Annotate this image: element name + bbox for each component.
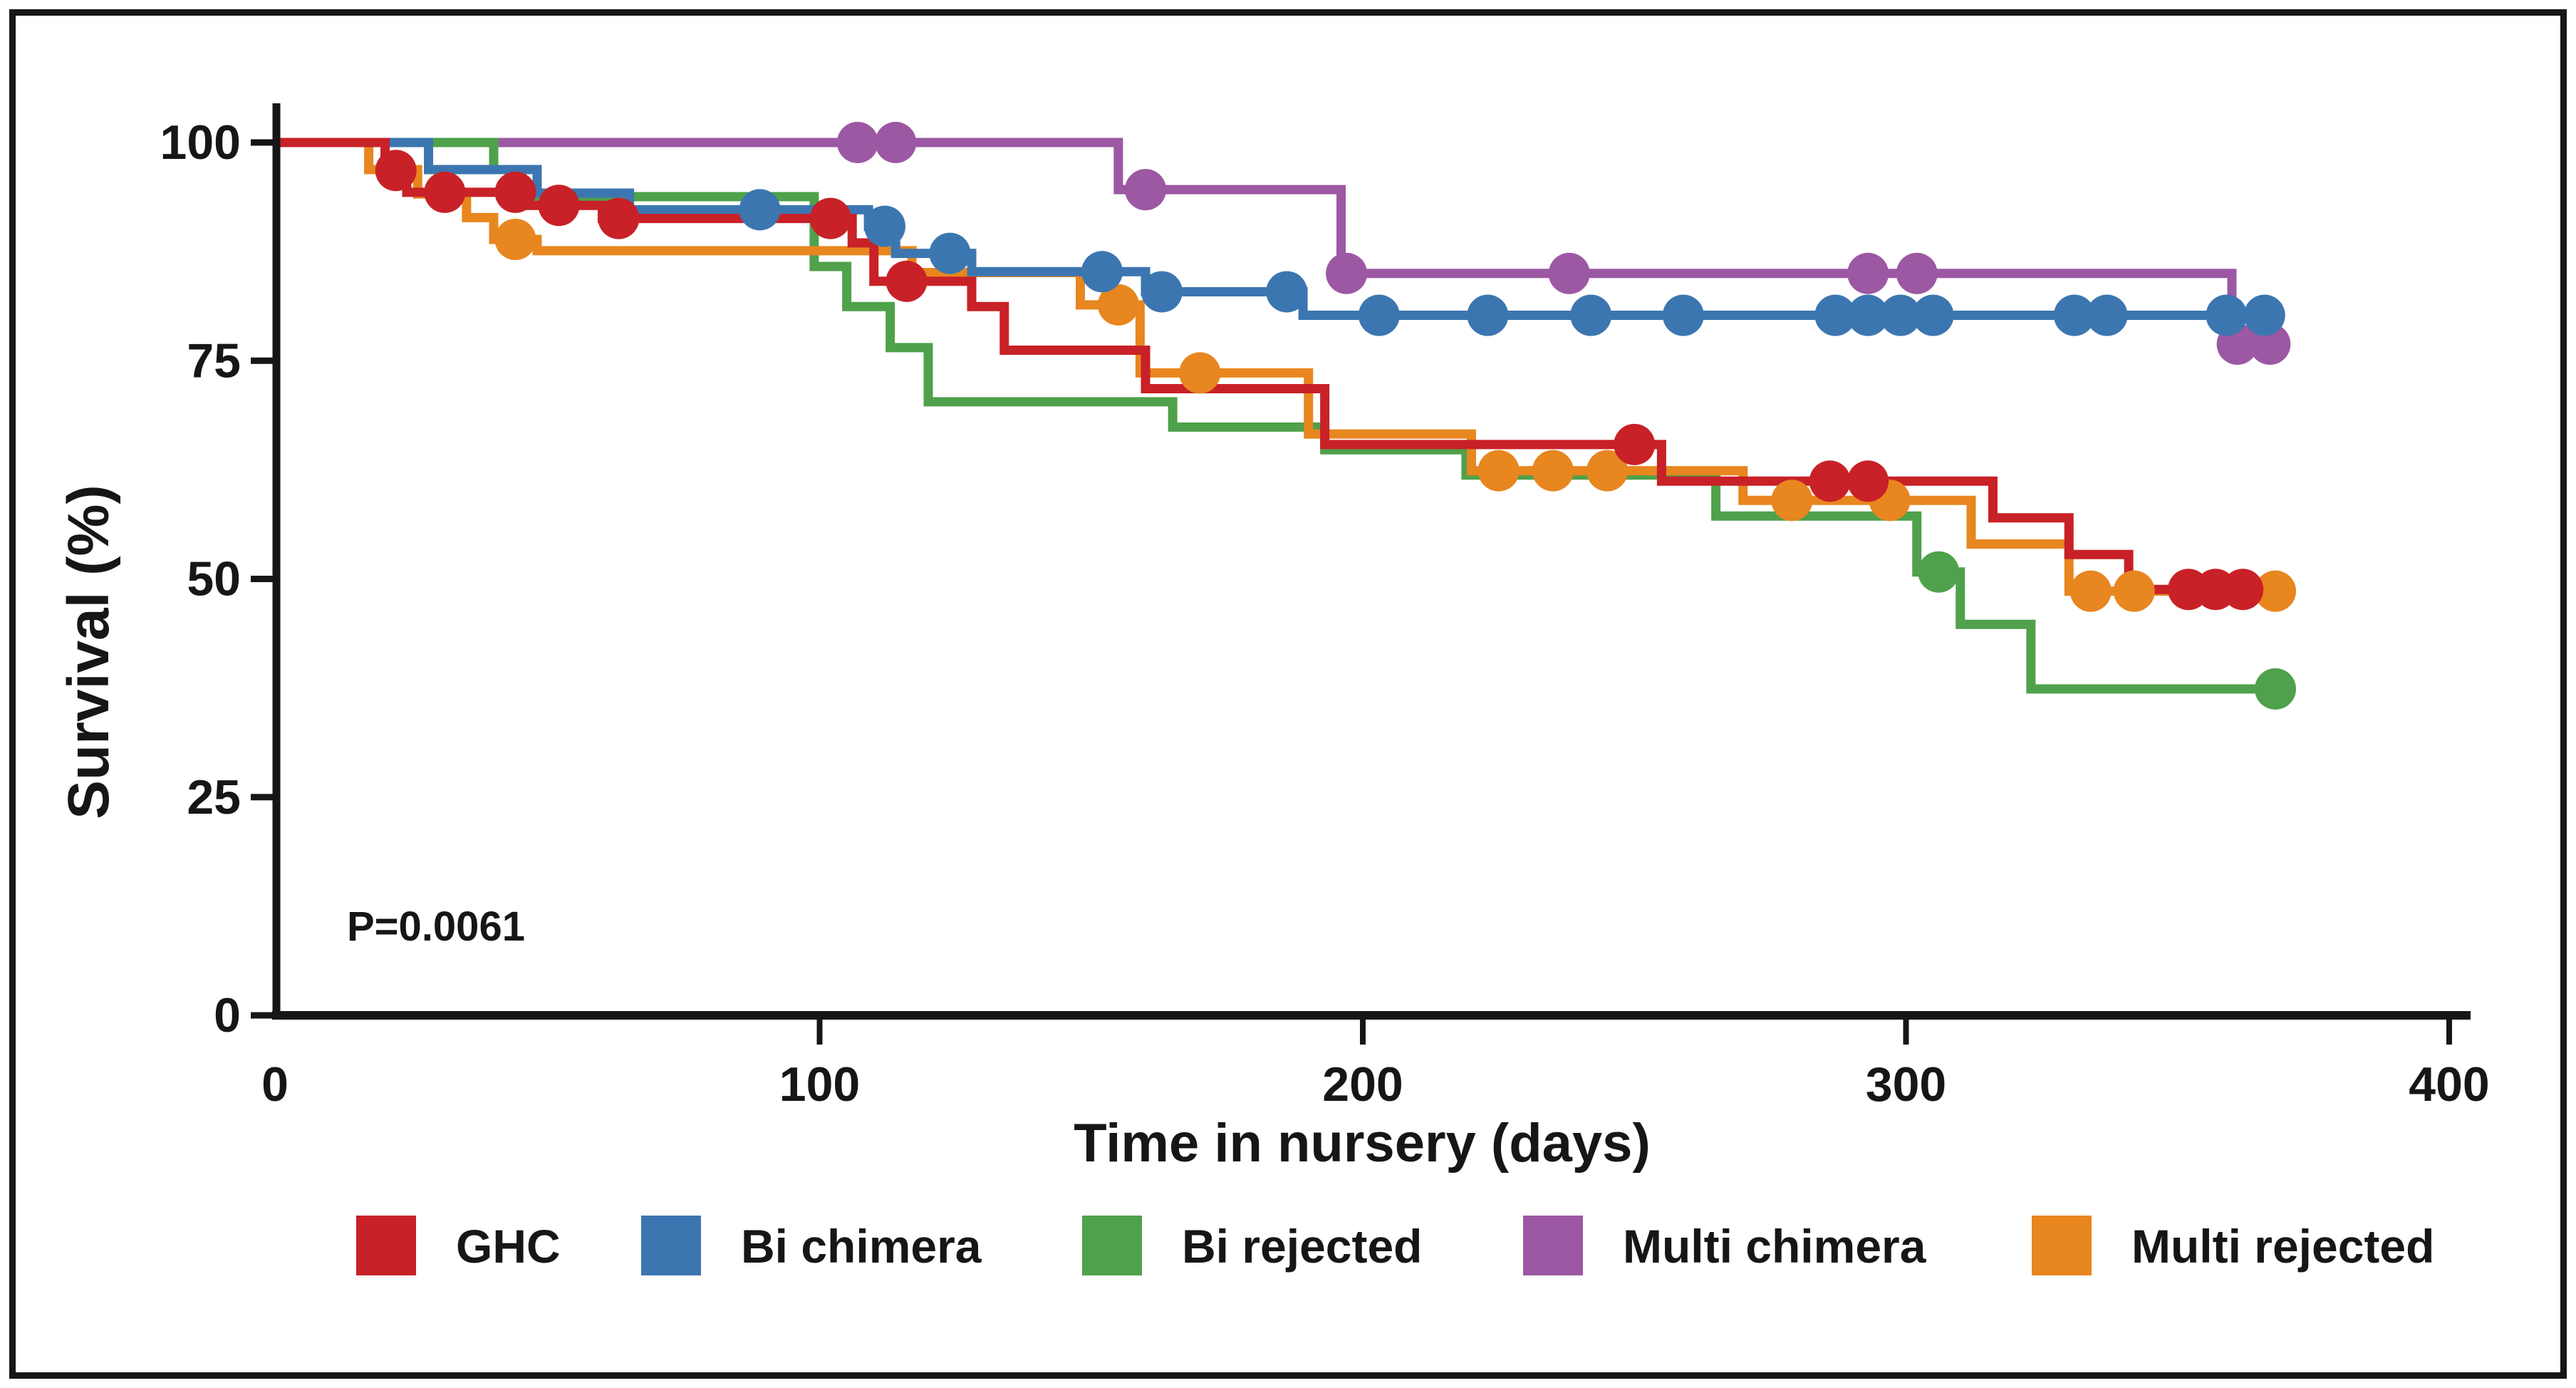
censor-mark-multi-chimera — [1847, 252, 1889, 294]
censor-mark-ghc — [494, 171, 536, 213]
censor-mark-bi-rejected — [2255, 668, 2296, 710]
censor-mark-ghc — [375, 150, 417, 192]
x-tick-label-100: 100 — [779, 1057, 860, 1112]
censor-mark-multi-chimera — [1548, 252, 1590, 294]
y-tick-label-0: 0 — [214, 988, 241, 1042]
x-tick-label-300: 300 — [1866, 1057, 1946, 1112]
x-axis-ticks: 0 100 200 300 400 — [261, 1017, 2490, 1112]
censor-mark-ghc — [1614, 423, 1656, 465]
censor-mark-ghc — [886, 260, 928, 302]
censor-mark-ghc — [2222, 569, 2264, 611]
censor-mark-multi-rejected — [494, 218, 536, 260]
censor-mark-multi-rejected — [2069, 570, 2112, 612]
x-tick-label-0: 0 — [261, 1057, 289, 1112]
censor-mark-ghc — [598, 197, 640, 239]
censor-mark-bi-chimera — [2053, 294, 2095, 336]
censor-mark-bi-chimera — [1266, 271, 1308, 313]
censor-mark-ghc — [538, 185, 580, 227]
y-axis-title: Survival (%) — [56, 485, 121, 819]
legend-swatch-ghc — [356, 1216, 416, 1275]
censor-mark-ghc — [809, 197, 851, 239]
censor-mark-bi-rejected — [1918, 551, 1960, 593]
censor-mark-multi-rejected — [1179, 352, 1221, 394]
x-tick-label-200: 200 — [1322, 1057, 1403, 1112]
censor-mark-bi-chimera — [2243, 294, 2285, 336]
censor-mark-ghc — [424, 171, 466, 213]
censor-mark-bi-chimera — [1879, 294, 1921, 336]
censor-mark-bi-chimera — [2086, 294, 2128, 336]
p-value-annotation: P=0.0061 — [347, 903, 525, 950]
legend-swatch-bi-rejected — [1082, 1216, 1142, 1275]
legend-item-multi-chimera: Multi chimera — [1523, 1216, 1927, 1275]
censor-mark-bi-chimera — [1141, 271, 1183, 313]
legend-label-ghc: GHC — [456, 1220, 561, 1273]
censor-mark-bi-chimera — [1847, 294, 1889, 336]
censor-mark-ghc — [1809, 460, 1851, 502]
censor-mark-ghc — [1847, 460, 1889, 502]
x-tick-label-400: 400 — [2409, 1057, 2489, 1112]
legend-item-ghc: GHC — [356, 1216, 561, 1275]
y-tick-label-25: 25 — [187, 770, 241, 824]
censor-mark-multi-rejected — [1477, 450, 1520, 492]
legend-item-bi-chimera: Bi chimera — [641, 1216, 982, 1275]
censor-mark-multi-rejected — [1586, 450, 1629, 492]
censor-mark-bi-chimera — [1358, 294, 1400, 336]
legend-item-bi-rejected: Bi rejected — [1082, 1216, 1422, 1275]
legend-item-multi-rejected: Multi rejected — [2032, 1216, 2434, 1275]
censor-mark-bi-chimera — [1814, 294, 1856, 336]
censor-mark-multi-chimera — [1125, 169, 1166, 211]
censor-mark-multi-chimera — [1326, 252, 1368, 294]
y-tick-label-100: 100 — [160, 115, 241, 170]
censor-mark-multi-rejected — [1097, 284, 1139, 326]
series-censor-dots-group — [375, 122, 2296, 710]
legend-swatch-bi-chimera — [641, 1216, 701, 1275]
series-line-bi-rejected — [276, 138, 2275, 694]
censor-mark-bi-chimera — [864, 205, 905, 247]
legend-label-bi-chimera: Bi chimera — [741, 1220, 982, 1273]
censor-mark-multi-rejected — [1532, 450, 1574, 492]
y-tick-label-75: 75 — [187, 333, 241, 388]
legend-swatch-multi-chimera — [1523, 1216, 1583, 1275]
censor-mark-bi-chimera — [2206, 294, 2248, 336]
series-lines-group — [276, 138, 2275, 694]
censor-mark-multi-rejected — [1771, 480, 1813, 522]
axes-group: 0 25 50 75 100 0 100 200 300 400 — [160, 103, 2490, 1112]
censor-mark-bi-chimera — [739, 189, 781, 231]
legend-swatch-multi-rejected — [2032, 1216, 2092, 1275]
censor-mark-multi-chimera — [836, 122, 878, 163]
censor-mark-multi-rejected — [2255, 570, 2296, 612]
censor-mark-bi-chimera — [1912, 294, 1954, 336]
censor-mark-multi-chimera — [1896, 252, 1938, 294]
censor-mark-bi-chimera — [1467, 294, 1509, 336]
legend-label-multi-chimera: Multi chimera — [1623, 1220, 1927, 1273]
legend-label-bi-rejected: Bi rejected — [1182, 1220, 1422, 1273]
censor-mark-bi-chimera — [1662, 294, 1704, 336]
x-axis-title: Time in nursery (days) — [1074, 1113, 1651, 1174]
legend-label-multi-rejected: Multi rejected — [2131, 1220, 2434, 1273]
y-tick-label-50: 50 — [187, 552, 241, 606]
censor-mark-bi-chimera — [929, 232, 971, 274]
y-axis-ticks: 0 25 50 75 100 — [160, 115, 276, 1042]
censor-mark-multi-chimera — [875, 122, 917, 163]
censor-mark-bi-chimera — [1081, 251, 1123, 293]
censor-mark-bi-chimera — [1570, 294, 1612, 336]
censor-mark-multi-rejected — [2113, 570, 2155, 612]
legend: GHC Bi chimera Bi rejected Multi chimera Mul… — [356, 1216, 2434, 1275]
